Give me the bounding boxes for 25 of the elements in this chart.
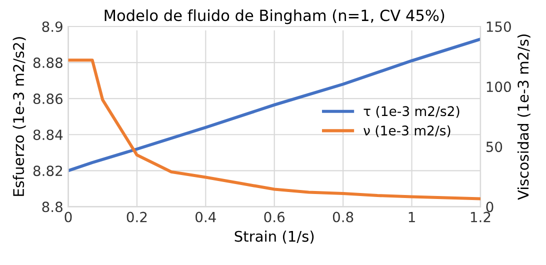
y-tick-label: 8.86: [33, 94, 63, 104]
x-tick-label: 1.2: [470, 212, 490, 222]
y2-tick-label: 0: [486, 202, 494, 212]
legend-label: τ (1e-3 m2/s2): [364, 106, 460, 118]
y-tick-label: 8.88: [33, 58, 62, 68]
x-axis-title: Strain (1/s): [234, 230, 314, 244]
y-tick-label: 8.84: [33, 130, 63, 140]
x-tick-label: 0.6: [264, 212, 285, 222]
x-tick-label: 0.8: [332, 212, 354, 222]
y-tick-label: 8.8: [42, 202, 62, 212]
y2-tick-label: 150: [486, 21, 511, 32]
x-tick-label: 1: [408, 212, 415, 222]
x-tick-label: 0.4: [196, 212, 216, 222]
line-series: [68, 58, 480, 200]
chart-title: Modelo de fluido de Bingham (n=1, CV 45%): [104, 9, 444, 24]
line-series: [68, 38, 480, 172]
x-tick-label: 0.2: [126, 212, 147, 222]
x-tick-label: 0: [64, 212, 72, 222]
y2-tick-label: 100: [486, 82, 511, 92]
y-tick-label: 8.82: [33, 166, 62, 176]
y2-axis-title: Viscosidad (1e-3 m2/s): [517, 34, 530, 200]
y2-tick-label: 50: [486, 142, 502, 152]
y-tick-label: 8.9: [42, 21, 62, 32]
y-axis-title: Esfuerzo (1e-3 m2/s2): [12, 37, 26, 196]
legend-label: ν (1e-3 m2/s): [364, 125, 450, 138]
